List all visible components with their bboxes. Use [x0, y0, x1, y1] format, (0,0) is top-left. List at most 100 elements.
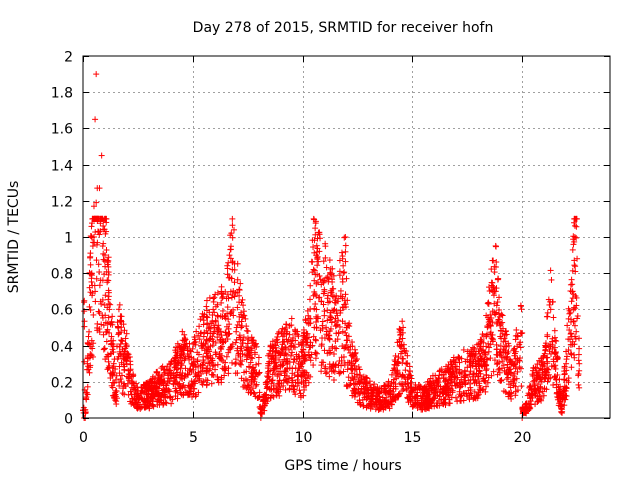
data-point: [324, 274, 331, 281]
data-point: [311, 277, 318, 284]
data-point: [115, 306, 122, 313]
x-tick-label: 5: [189, 430, 198, 446]
data-point: [471, 388, 478, 395]
data-point: [182, 336, 189, 343]
data-point: [203, 297, 210, 304]
data-point: [227, 288, 234, 295]
data-point: [499, 319, 506, 326]
data-point: [111, 380, 118, 387]
data-point: [342, 242, 349, 249]
data-point: [85, 333, 92, 340]
data-point: [102, 319, 109, 326]
data-point: [330, 367, 337, 374]
data-point: [93, 71, 100, 78]
data-point: [396, 325, 403, 332]
data-point: [271, 360, 278, 367]
data-point: [238, 361, 245, 368]
y-tick-label: 0.6: [51, 303, 73, 319]
data-point: [385, 378, 392, 385]
data-point: [513, 326, 520, 333]
data-point: [519, 329, 526, 336]
data-point: [568, 364, 575, 371]
data-point: [288, 349, 295, 356]
data-point: [330, 377, 337, 384]
data-point: [168, 400, 175, 407]
data-point: [96, 282, 103, 289]
data-point: [86, 341, 93, 348]
data-point: [460, 346, 467, 353]
data-point: [197, 316, 204, 323]
data-point: [86, 369, 93, 376]
data-point: [544, 313, 551, 320]
data-point: [325, 332, 332, 339]
data-point: [336, 323, 343, 330]
data-point: [505, 374, 512, 381]
data-point: [322, 370, 329, 377]
data-point: [565, 347, 572, 354]
data-point: [485, 300, 492, 307]
data-point: [561, 370, 568, 377]
data-point: [321, 347, 328, 354]
data-point: [392, 352, 399, 359]
data-point: [203, 307, 210, 314]
data-point: [571, 222, 578, 229]
data-point: [219, 307, 226, 314]
data-point: [195, 363, 202, 370]
data-point: [203, 303, 210, 310]
chart-title: Day 278 of 2015, SRMTID for receiver hof…: [193, 20, 494, 36]
y-tick-label: 1.4: [51, 159, 73, 175]
data-point: [295, 380, 302, 387]
data-point: [512, 383, 519, 390]
data-point: [194, 357, 201, 364]
data-point: [312, 225, 319, 232]
data-point: [540, 392, 547, 399]
data-point: [84, 383, 91, 390]
data-point: [218, 346, 225, 353]
data-point: [494, 371, 501, 378]
data-point: [402, 367, 409, 374]
data-point: [326, 335, 333, 342]
data-point: [225, 274, 232, 281]
data-point: [319, 318, 326, 325]
data-point: [547, 267, 554, 274]
data-point: [569, 267, 576, 274]
data-point: [118, 313, 125, 320]
data-point: [341, 269, 348, 276]
data-point: [503, 327, 510, 334]
data-point: [330, 272, 337, 279]
data-point: [499, 358, 506, 365]
data-point: [249, 355, 256, 362]
data-point: [92, 116, 99, 123]
data-point: [288, 315, 295, 322]
data-point: [572, 305, 579, 312]
data-point: [81, 299, 88, 306]
y-tick-label: 1.6: [51, 122, 73, 138]
data-point: [113, 401, 120, 408]
data-point: [276, 356, 283, 363]
data-point: [499, 312, 506, 319]
data-point: [534, 361, 541, 368]
data-point: [550, 382, 557, 389]
data-point: [324, 317, 331, 324]
data-point: [92, 298, 99, 305]
data-point: [109, 346, 116, 353]
data-points: [80, 71, 583, 421]
data-point: [289, 377, 296, 384]
data-point: [255, 360, 262, 367]
data-point: [253, 381, 260, 388]
data-point: [352, 357, 359, 364]
data-point: [233, 328, 240, 335]
data-point: [116, 301, 123, 308]
data-point: [279, 325, 286, 332]
data-point: [211, 294, 218, 301]
data-point: [554, 371, 561, 378]
x-tick-label: 15: [404, 430, 422, 446]
data-point: [265, 352, 272, 359]
data-point: [287, 352, 294, 359]
data-point: [233, 359, 240, 366]
data-point: [255, 354, 262, 361]
data-point: [226, 330, 233, 337]
data-point: [107, 301, 114, 308]
data-point: [318, 341, 325, 348]
data-point: [90, 311, 97, 318]
